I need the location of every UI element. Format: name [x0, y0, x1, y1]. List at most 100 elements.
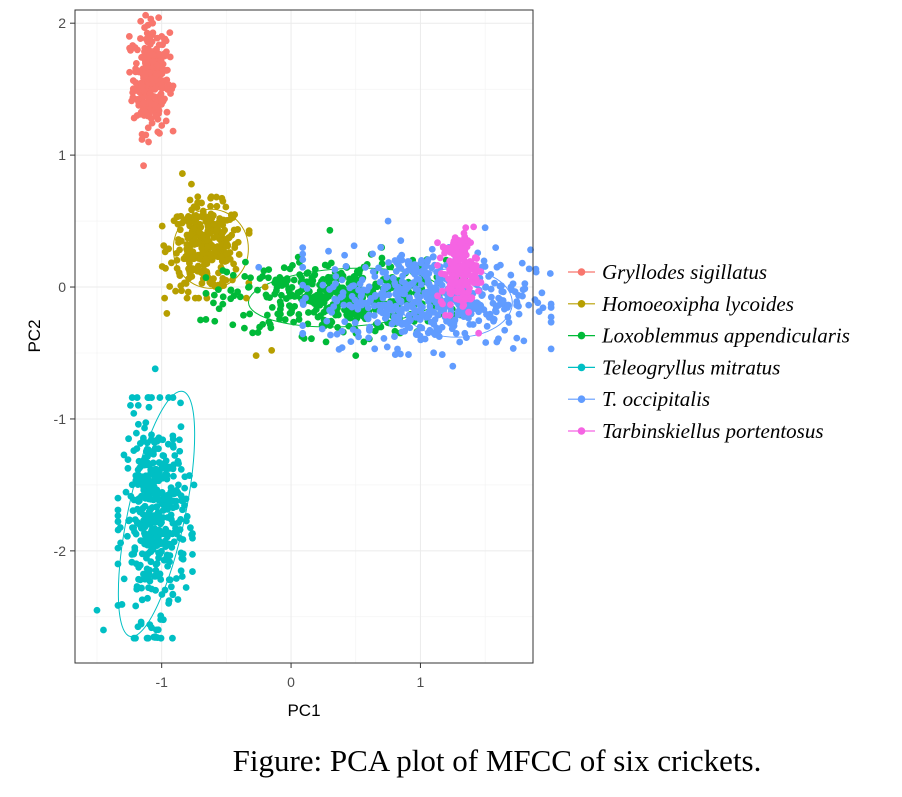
data-point [376, 307, 384, 315]
data-point [172, 497, 180, 505]
data-point [365, 334, 372, 342]
data-point [397, 237, 405, 244]
data-point [538, 289, 546, 297]
data-point [176, 436, 183, 444]
ticks-layer: -1 0 1 -2 -1 0 1 2 [54, 15, 425, 690]
data-point [477, 268, 485, 276]
data-point [299, 244, 307, 252]
data-point [410, 269, 418, 277]
data-point [334, 311, 342, 319]
data-point [145, 138, 152, 146]
data-point [177, 567, 185, 575]
data-point [379, 289, 386, 297]
data-point [186, 196, 194, 204]
data-point [391, 279, 399, 287]
data-point [245, 283, 253, 291]
data-point [157, 612, 165, 620]
data-point [144, 112, 152, 120]
data-point [226, 255, 234, 263]
data-point [461, 252, 469, 259]
data-point [126, 68, 133, 76]
data-point [277, 310, 284, 318]
data-point [383, 343, 391, 351]
data-point [446, 289, 454, 297]
data-point [166, 576, 174, 584]
data-point [391, 351, 399, 358]
data-point [138, 492, 145, 500]
data-point [153, 516, 161, 524]
data-point [219, 267, 227, 274]
data-point [178, 573, 186, 580]
data-point [167, 583, 175, 591]
data-point [311, 293, 318, 301]
data-point [497, 297, 505, 305]
data-point [210, 234, 218, 241]
data-point [117, 539, 125, 547]
data-point [148, 504, 156, 511]
data-point [299, 322, 307, 329]
data-point [210, 291, 218, 299]
data-point [262, 291, 270, 299]
data-point [418, 324, 426, 332]
data-point [125, 32, 133, 40]
data-point [207, 250, 215, 258]
data-point [487, 270, 495, 278]
data-point [334, 324, 342, 331]
data-point [397, 297, 405, 305]
data-point [140, 480, 148, 487]
data-point [140, 486, 148, 494]
data-point [462, 278, 470, 286]
data-point [190, 218, 198, 225]
data-point [377, 301, 385, 309]
data-point [152, 626, 160, 634]
data-point [383, 307, 391, 315]
data-point [197, 316, 204, 324]
data-point [276, 274, 284, 281]
data-point [473, 255, 481, 262]
data-point [539, 304, 547, 312]
data-point [151, 365, 159, 373]
data-point [144, 124, 152, 132]
data-point [380, 335, 388, 342]
data-point [150, 93, 158, 100]
data-point [290, 318, 298, 326]
data-point [186, 472, 193, 479]
data-point [482, 339, 490, 346]
data-point [157, 56, 165, 64]
data-point [385, 259, 392, 266]
data-point [164, 500, 172, 508]
data-point [209, 212, 217, 219]
data-point [413, 292, 421, 299]
legend-item-teleogryllus-mitratus: Teleogryllus mitratus [568, 355, 780, 379]
data-point [547, 313, 555, 321]
data-point [158, 222, 166, 230]
data-point [189, 534, 196, 542]
legend-item-gryllodes-sigillatus: Gryllodes sigillatus [568, 260, 767, 284]
data-point [137, 35, 144, 42]
data-point [374, 323, 382, 331]
data-point [459, 262, 467, 269]
data-point [338, 276, 346, 284]
data-point [160, 452, 168, 460]
data-point [492, 308, 500, 316]
data-point [299, 250, 307, 258]
data-point [401, 327, 409, 335]
data-point [189, 248, 197, 256]
data-point [487, 293, 495, 301]
data-point [183, 241, 191, 248]
data-point [546, 270, 554, 277]
data-point [114, 494, 122, 502]
data-point [235, 251, 243, 258]
data-point [464, 237, 472, 244]
data-point [377, 243, 385, 251]
data-point [164, 86, 172, 93]
data-point [404, 260, 412, 268]
data-point [305, 309, 312, 316]
data-point [487, 285, 495, 293]
data-point [355, 286, 362, 294]
data-point [161, 586, 169, 594]
data-point [157, 489, 165, 497]
data-point [391, 257, 399, 264]
data-point [114, 518, 122, 525]
data-point [319, 281, 327, 289]
